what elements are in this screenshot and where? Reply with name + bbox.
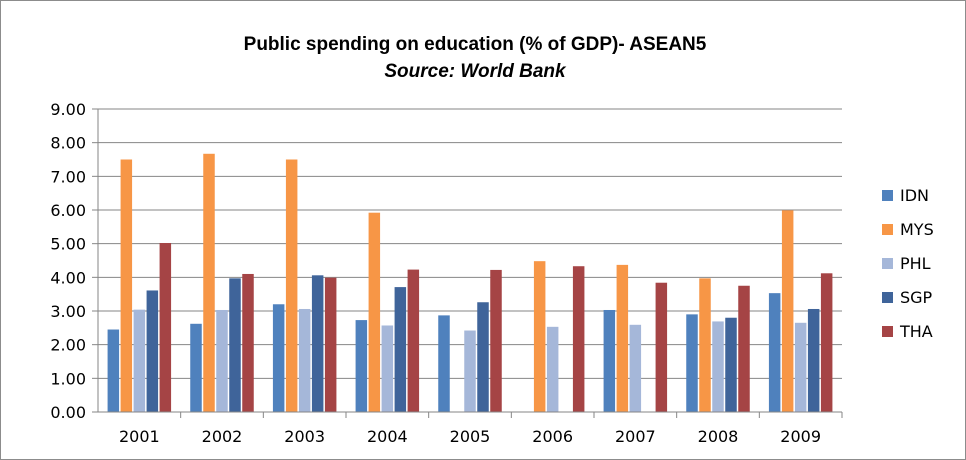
bar-sgp-2001	[146, 290, 159, 412]
x-tick-label: 2009	[780, 427, 821, 446]
x-tick-label: 2007	[615, 427, 656, 446]
legend-label-idn: IDN	[900, 186, 929, 205]
bar-tha-2009	[820, 273, 833, 412]
legend-label-phl: PHL	[900, 254, 931, 273]
bar-tha-2003	[324, 277, 337, 412]
bar-phl-2003	[298, 308, 311, 412]
y-tick-label: 2.00	[50, 336, 86, 355]
bar-mys-2002	[203, 153, 215, 412]
y-tick-label: 4.00	[50, 268, 86, 287]
bar-tha-2007	[655, 282, 668, 412]
legend-swatch-phl	[882, 258, 893, 269]
bar-tha-2001	[159, 242, 172, 412]
bar-phl-2004	[381, 325, 394, 412]
bar-tha-2002	[242, 273, 254, 412]
bar-mys-2001	[120, 159, 133, 412]
bar-phl-2005	[464, 330, 476, 412]
bar-idn-2004	[355, 320, 368, 412]
bar-sgp-2009	[807, 308, 820, 412]
legend-label-mys: MYS	[900, 220, 934, 239]
bar-idn-2008	[686, 314, 698, 412]
bar-phl-2001	[133, 309, 146, 412]
bar-sgp-2003	[311, 275, 324, 412]
bar-tha-2008	[738, 285, 750, 412]
x-tick-label: 2002	[202, 427, 243, 446]
chart-title: Public spending on education (% of GDP)-…	[244, 34, 707, 55]
bar-idn-2003	[272, 304, 285, 412]
y-tick-label: 8.00	[50, 134, 86, 153]
y-tick-label: 7.00	[50, 167, 86, 186]
bar-idn-2009	[768, 293, 781, 412]
y-tick-label: 3.00	[50, 302, 86, 321]
bar-idn-2002	[190, 323, 202, 412]
x-tick-label: 2003	[284, 427, 325, 446]
x-tick-label: 2001	[119, 427, 160, 446]
bar-phl-2006	[546, 326, 559, 412]
legend-swatch-idn	[882, 190, 893, 201]
legend-label-sgp: SGP	[900, 288, 933, 307]
bar-sgp-2005	[477, 302, 489, 412]
bar-phl-2007	[629, 324, 642, 412]
y-tick-label: 6.00	[50, 201, 86, 220]
bar-mys-2008	[699, 278, 711, 412]
legend-swatch-tha	[882, 326, 893, 337]
legend: IDN MYS PHL SGP THA	[882, 186, 934, 341]
bar-idn-2001	[107, 329, 120, 412]
chart-subtitle: Source: World Bank	[384, 61, 567, 82]
y-tick-label: 0.00	[50, 403, 86, 422]
bar-sgp-2004	[394, 287, 407, 412]
bar-phl-2009	[794, 322, 807, 412]
bars	[107, 153, 833, 412]
x-tick-label: 2006	[532, 427, 573, 446]
y-tick-label: 1.00	[50, 369, 86, 388]
y-tick-label: 9.00	[50, 100, 86, 119]
bar-mys-2006	[533, 261, 546, 412]
bar-idn-2007	[603, 309, 616, 412]
bar-mys-2007	[616, 264, 629, 412]
bar-tha-2005	[490, 269, 502, 412]
bar-mys-2003	[285, 159, 298, 412]
axes: 0.00 1.00 2.00 3.00 4.00 5.00 6.00 7.00 8.00 9.00…	[50, 100, 843, 446]
x-tick-label: 2008	[698, 427, 739, 446]
bar-sgp-2002	[229, 278, 241, 412]
x-tick-label: 2004	[367, 427, 408, 446]
bar-tha-2006	[572, 266, 585, 412]
bar-mys-2004	[368, 212, 381, 412]
bar-mys-2009	[781, 210, 794, 412]
legend-label-tha: THA	[899, 322, 933, 341]
bar-idn-2005	[438, 315, 450, 412]
y-tick-label: 5.00	[50, 235, 86, 254]
x-tick-label: 2005	[450, 427, 491, 446]
legend-swatch-mys	[882, 224, 893, 235]
legend-swatch-sgp	[882, 292, 893, 303]
bar-sgp-2008	[725, 317, 737, 412]
bar-phl-2008	[712, 321, 724, 412]
bar-tha-2004	[407, 269, 420, 412]
bar-phl-2002	[216, 309, 228, 412]
